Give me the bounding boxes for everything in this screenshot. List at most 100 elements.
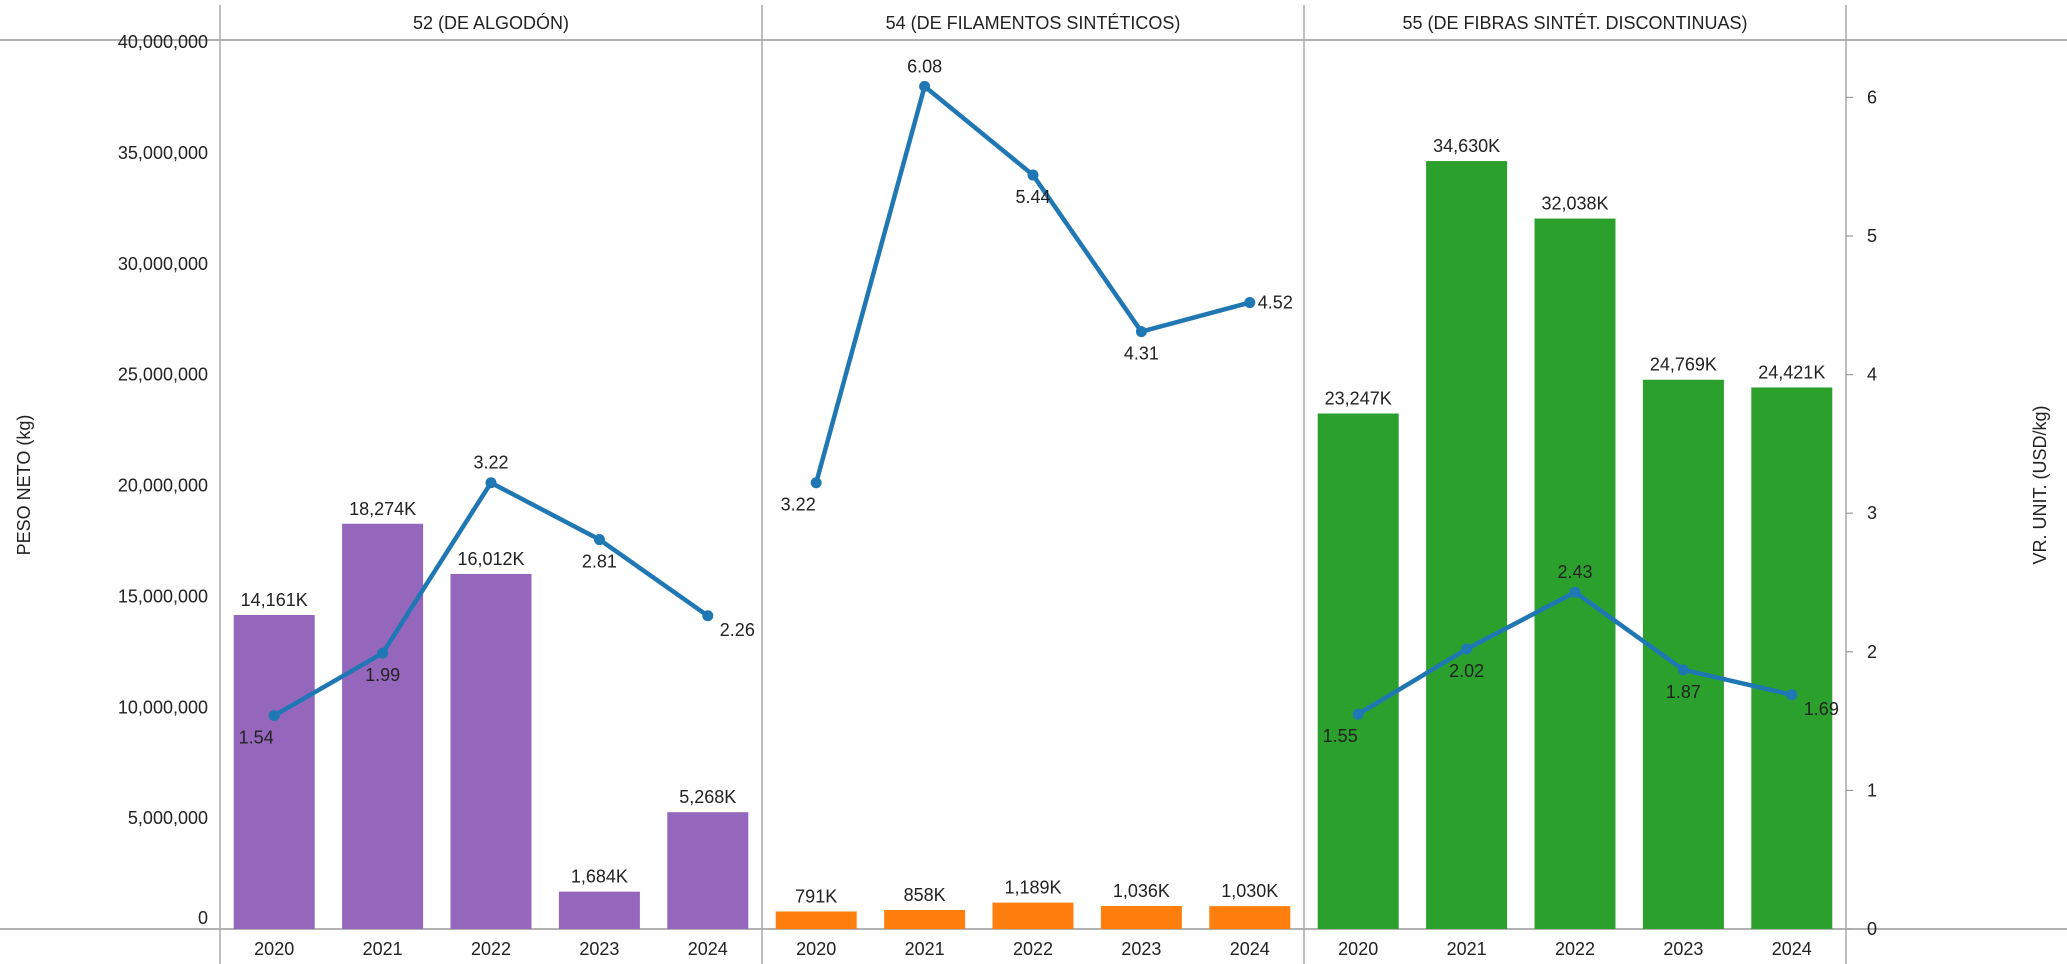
left-tick-label: 20,000,000 [118, 476, 208, 496]
left-tick-label: 5,000,000 [128, 808, 208, 828]
line-label: 1.87 [1666, 682, 1701, 702]
bar [1534, 218, 1616, 929]
panel: 55 (DE FIBRAS SINTÉT. DISCONTINUAS) 23,24… [1317, 13, 1839, 959]
left-tick-label: 25,000,000 [118, 365, 208, 385]
x-tick-label: 2021 [1447, 939, 1487, 959]
x-tick-label: 2024 [688, 939, 728, 959]
x-tick-label: 2020 [254, 939, 294, 959]
panel-title: 54 (DE FILAMENTOS SINTÉTICOS) [886, 13, 1181, 33]
x-tick-label: 2020 [1338, 939, 1378, 959]
line-point [593, 534, 605, 546]
line-label: 2.43 [1557, 562, 1592, 582]
panel: 54 (DE FILAMENTOS SINTÉTICOS) 791K 858K 1,1… [775, 13, 1293, 959]
bar [1317, 413, 1399, 929]
line-label: 5.44 [1015, 187, 1050, 207]
x-tick-label: 2021 [905, 939, 945, 959]
line-point [485, 477, 497, 489]
x-tick-label: 2021 [363, 939, 403, 959]
x-tick-label: 2020 [796, 939, 836, 959]
right-tick-label: 0 [1867, 919, 1877, 939]
line-point [1677, 664, 1689, 676]
line-point [268, 710, 280, 722]
bar-label: 23,247K [1325, 388, 1392, 408]
left-tick-label: 10,000,000 [118, 697, 208, 717]
line-label: 1.55 [1323, 726, 1358, 746]
bar [1209, 906, 1291, 929]
line-label: 4.31 [1124, 344, 1159, 364]
line-label: 2.02 [1449, 661, 1484, 681]
bar [1751, 387, 1833, 929]
bar [992, 902, 1074, 929]
line-point [1135, 326, 1147, 338]
bar-label: 16,012K [457, 549, 524, 569]
right-tick-label: 4 [1867, 365, 1877, 385]
bar [342, 523, 424, 929]
x-tick-label: 2024 [1230, 939, 1270, 959]
bar-label: 1,684K [571, 867, 628, 887]
bar [667, 812, 749, 929]
bar [1100, 906, 1182, 929]
line-label: 3.22 [781, 495, 816, 515]
right-axis-title: VR. UNIT. (USD/kg) [2030, 405, 2050, 564]
bar [775, 911, 857, 929]
right-tick-label: 3 [1867, 503, 1877, 523]
bar-label: 34,630K [1433, 136, 1500, 156]
x-tick-label: 2023 [1663, 939, 1703, 959]
panel-title: 52 (DE ALGODÓN) [413, 12, 569, 33]
bar-label: 5,268K [679, 787, 736, 807]
right-tick-label: 5 [1867, 226, 1877, 246]
line-point [1569, 586, 1581, 598]
left-tick-label: 35,000,000 [118, 143, 208, 163]
line-label: 4.52 [1258, 293, 1293, 313]
left-tick-label: 40,000,000 [118, 32, 208, 52]
left-axis: 0 5,000,000 10,000,000 15,000,000 20,000,000… [118, 32, 208, 928]
bar-label: 24,769K [1650, 355, 1717, 375]
line-point [810, 477, 822, 489]
bar-label: 18,274K [349, 499, 416, 519]
line-label: 1.99 [365, 665, 400, 685]
bar [1642, 379, 1724, 929]
panel-title: 55 (DE FIBRAS SINTÉT. DISCONTINUAS) [1402, 13, 1747, 33]
bar [233, 614, 315, 929]
bar-label: 791K [795, 886, 837, 906]
bar [1426, 161, 1508, 930]
bar-label: 858K [904, 885, 946, 905]
line-label: 3.22 [473, 453, 508, 473]
line-label: 6.08 [907, 56, 942, 76]
line-point [377, 647, 389, 659]
right-tick-label: 2 [1867, 642, 1877, 662]
x-tick-label: 2023 [579, 939, 619, 959]
left-tick-label: 15,000,000 [118, 586, 208, 606]
x-tick-label: 2022 [471, 939, 511, 959]
bar-label: 1,030K [1221, 881, 1278, 901]
line-label: 2.26 [720, 620, 755, 640]
x-tick-label: 2022 [1013, 939, 1053, 959]
x-tick-label: 2024 [1772, 939, 1812, 959]
left-axis-title: PESO NETO (kg) [14, 415, 34, 556]
panel: 52 (DE ALGODÓN) 14,161K 18,274K 16,012K 1,68… [233, 12, 755, 959]
x-tick-label: 2023 [1121, 939, 1161, 959]
line-point [1027, 169, 1039, 181]
line-label: 1.54 [239, 728, 274, 748]
line-point [1461, 643, 1473, 655]
line-label: 1.69 [1804, 699, 1839, 719]
x-tick-label: 2022 [1555, 939, 1595, 959]
chart-panels: 52 (DE ALGODÓN) 14,161K 18,274K 16,012K 1,68… [0, 5, 2067, 964]
line-point [702, 610, 714, 622]
line-point [1352, 708, 1364, 720]
bar-label: 14,161K [241, 590, 308, 610]
line-point [919, 80, 931, 92]
bar-label: 1,189K [1004, 878, 1061, 898]
right-tick-label: 1 [1867, 780, 1877, 800]
left-tick-label: 30,000,000 [118, 254, 208, 274]
bar [884, 909, 966, 929]
right-tick-label: 6 [1867, 87, 1877, 107]
line-point [1244, 297, 1256, 309]
bar-label: 1,036K [1113, 881, 1170, 901]
bar [558, 891, 640, 929]
line-series [814, 84, 1251, 484]
right-axis: 0 1 2 3 4 5 6 [1846, 87, 1877, 939]
bar [450, 573, 532, 929]
line-point [1786, 689, 1798, 701]
